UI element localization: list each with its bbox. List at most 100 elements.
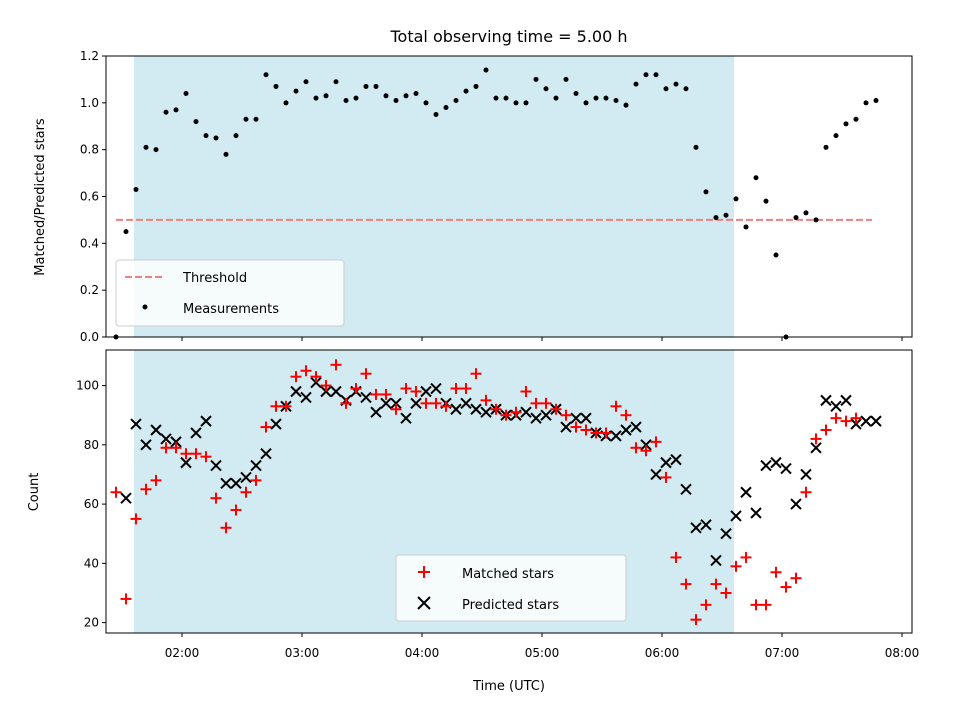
matched-star-point (440, 400, 452, 412)
measurement-point (333, 79, 339, 85)
top-y-tick-label: 0.0 (80, 330, 99, 344)
bottom-y-axis-label: Count (27, 473, 42, 512)
predicted-star-point (320, 385, 332, 398)
predicted-star-point (650, 468, 662, 481)
measurement-point (763, 198, 769, 204)
matched-star-point (130, 513, 142, 525)
matched-star-point (740, 551, 752, 563)
matched-star-point (450, 383, 462, 395)
bottom-y-tick-label: 80 (84, 438, 99, 452)
matched-star-point (500, 409, 512, 421)
predicted-star-point (430, 382, 442, 395)
measurement-point (503, 95, 509, 101)
bottom-plot-frame (105, 349, 913, 634)
predicted-star-point (540, 409, 552, 421)
matched-star-point (240, 486, 252, 498)
predicted-star-point (800, 468, 812, 481)
matched-star-point (600, 427, 612, 439)
bottom-x-tick-label: 04:00 (405, 646, 440, 660)
matched-star-point (630, 442, 642, 454)
measurement-point (833, 133, 839, 139)
top-legend: Threshold Measurements (115, 259, 345, 327)
matched-star-point (180, 448, 192, 460)
predicted-star-point (240, 471, 252, 484)
bottom-legend: Matched stars Predicted stars (395, 554, 627, 622)
predicted-star-point (520, 406, 532, 418)
predicted-star-point (410, 397, 422, 410)
matched-star-point (300, 365, 312, 377)
measurement-point (453, 97, 459, 103)
measurement-point (603, 95, 609, 101)
predicted-star-point (200, 415, 212, 427)
measurement-point (773, 252, 779, 258)
matched-star-point (840, 415, 852, 427)
matched-star-point (830, 412, 842, 424)
matched-star-point (140, 483, 152, 495)
measurement-point (443, 105, 449, 111)
matched-star-point (370, 388, 382, 400)
matched-star-point (700, 599, 712, 611)
threshold-legend-label: Threshold (182, 271, 247, 286)
measurement-point (243, 116, 249, 122)
predicted-star-point (740, 486, 752, 498)
matched-star-point (280, 400, 292, 412)
predicted-star-point (770, 456, 782, 469)
measurement-point (823, 144, 829, 150)
matched-star-point (510, 406, 522, 418)
predicted-star-point (830, 400, 842, 413)
matched-star-point (800, 486, 812, 498)
measurement-point (643, 72, 649, 78)
bottom-y-ticks: 20 40 60 80 100 (76, 379, 106, 630)
predicted-stars-points (120, 376, 882, 567)
bottom-panel: 20 40 60 80 100 02:00 03:00 04:00 05:00 06:00 07:… (27, 349, 919, 694)
matched-star-point (850, 412, 862, 424)
matched-star-point (610, 400, 622, 412)
top-y-tick-label: 0.6 (80, 190, 99, 204)
measurement-point (143, 144, 149, 150)
matched-legend-swatch (418, 566, 430, 578)
top-y-tick-label: 1.0 (80, 96, 99, 110)
matched-star-point (210, 492, 222, 504)
bottom-y-tick-label: 40 (84, 556, 99, 570)
matched-star-point (420, 397, 432, 409)
top-y-ticks: 0.0 0.2 0.4 0.6 0.8 1.0 1.2 (80, 49, 106, 344)
matched-star-point (350, 383, 362, 395)
measurement-point (163, 109, 169, 115)
predicted-star-point (570, 412, 582, 424)
matched-star-point (380, 388, 392, 400)
measurement-point (373, 83, 379, 89)
predicted-star-point (530, 412, 542, 424)
matched-star-point (580, 424, 592, 436)
predicted-star-point (370, 406, 382, 418)
matched-legend-label: Matched stars (462, 567, 554, 582)
matched-star-point (690, 614, 702, 626)
measurement-point (843, 121, 849, 127)
matched-star-point (490, 403, 502, 415)
matched-star-point (670, 551, 682, 563)
predicted-star-point (850, 418, 862, 430)
matched-star-point (430, 397, 442, 409)
predicted-star-point (290, 385, 302, 398)
measurement-point (533, 76, 539, 82)
matched-star-point (570, 421, 582, 433)
measurement-point (873, 97, 879, 103)
measurement-point (683, 86, 689, 92)
matched-star-point (560, 409, 572, 421)
matched-star-point (810, 433, 822, 445)
predicted-star-point (130, 418, 142, 430)
bottom-y-tick-label: 20 (84, 616, 99, 630)
matched-star-point (620, 409, 632, 421)
predicted-star-point (790, 498, 802, 510)
matched-star-point (390, 403, 402, 415)
matched-star-point (290, 371, 302, 383)
predicted-star-point (680, 483, 692, 495)
bottom-x-tick-label: 03:00 (285, 646, 320, 660)
measurement-point (253, 116, 259, 122)
matched-star-point (200, 451, 212, 463)
measurements-legend-swatch (142, 304, 148, 310)
measurement-point (633, 81, 639, 87)
top-y-tick-label: 0.4 (80, 236, 99, 250)
top-y-tick-label: 0.2 (80, 283, 99, 297)
measurement-point (203, 133, 209, 139)
predicted-star-point (190, 427, 202, 439)
